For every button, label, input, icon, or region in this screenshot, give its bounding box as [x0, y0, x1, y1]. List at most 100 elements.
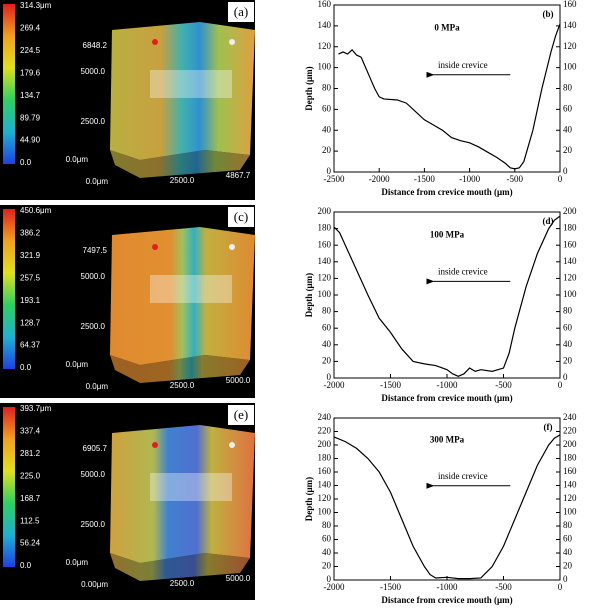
y-tick-label: 160 — [318, 466, 332, 476]
x-tick-label: 0 — [558, 582, 563, 592]
panel-label: (e) — [234, 407, 248, 422]
annotation: inside crevice — [438, 471, 488, 481]
colorbar-label: 56.24 — [20, 539, 41, 548]
annotation: inside crevice — [438, 60, 488, 70]
colorbar-label: 257.5 — [20, 273, 41, 282]
colorbar-label: 0.0 — [20, 363, 32, 372]
x-tick-label: -2000 — [369, 174, 390, 184]
surface-front — [110, 355, 250, 383]
y2-tick-label: 40 — [563, 547, 573, 557]
axis-label: 0.0μm — [86, 177, 109, 186]
y2-tick-label: 60 — [563, 103, 573, 113]
y2-tick-label: 160 — [563, 466, 577, 476]
surface-front — [110, 150, 250, 178]
panel-label: (d) — [543, 216, 554, 226]
axis-label: 0.0μm — [86, 382, 109, 391]
y-axis-label: Depth (μm) — [304, 477, 314, 521]
y2-tick-label: 20 — [563, 561, 573, 571]
x-tick-label: -2000 — [324, 582, 345, 592]
x-tick-label: -1500 — [414, 174, 435, 184]
colorbar-label: 225.0 — [20, 471, 41, 480]
colorbar-label: 128.7 — [20, 318, 41, 327]
y2-tick-label: 140 — [563, 480, 577, 490]
colorbar-label: 393.7μm — [20, 404, 52, 413]
y2-tick-label: 0 — [563, 574, 568, 584]
axis-label: 2500.0 — [81, 520, 106, 529]
x-axis-label: Distance from crevice mouth (μm) — [381, 393, 512, 403]
label-box — [228, 405, 254, 425]
x-axis-label: Distance from crevice mouth (μm) — [381, 595, 512, 605]
y-tick-label: 200 — [318, 439, 332, 449]
axis-label: 0.0μm — [66, 155, 89, 164]
surface — [110, 227, 255, 365]
x-tick-label: -500 — [495, 380, 512, 390]
y2-tick-label: 200 — [563, 206, 577, 216]
colorbar-label: 386.2 — [20, 229, 41, 238]
y-tick-label: 80 — [322, 520, 332, 530]
y2-tick-label: 200 — [563, 439, 577, 449]
colorbar-label: 269.4 — [20, 24, 41, 33]
axis-label: 0.0μm — [66, 360, 89, 369]
chart-title: 300 MPa — [430, 435, 465, 445]
chart: 0 20 40 60 80 100 120 140 160 180 200 0 20 40 60 80 100 1… — [304, 206, 577, 403]
axis-label: 5000.0 — [81, 272, 106, 281]
y2-tick-label: 80 — [563, 306, 573, 316]
axis-label: 2500.0 — [81, 322, 106, 331]
axis-label: 2500.0 — [170, 176, 195, 185]
chart: 0 20 40 60 80 100 120 140 160 0 20 40 60 80 100 120 140 1… — [304, 0, 577, 197]
y2-tick-label: 240 — [563, 412, 577, 422]
x-tick-label: 0 — [558, 380, 563, 390]
y-tick-label: 140 — [318, 480, 332, 490]
label-box — [228, 2, 254, 22]
panel-label: (f) — [544, 422, 553, 432]
colorbar-label: 314.3μm — [20, 1, 52, 10]
y2-tick-label: 160 — [563, 239, 577, 249]
colorbar-label: 0.0 — [20, 158, 32, 167]
x-tick-label: -2000 — [324, 380, 345, 390]
image-panel: 393.7μm 337.4 281.2 225.0 168.7 112.5 56.24 0.0… — [0, 403, 255, 600]
y-tick-label: 20 — [322, 355, 332, 365]
axis-label: 5000.0 — [226, 376, 251, 385]
section-plane — [150, 70, 232, 98]
y-tick-label: 0 — [327, 372, 332, 382]
x-tick-label: -1500 — [380, 380, 401, 390]
depth-line — [338, 23, 561, 170]
surface-front — [110, 553, 250, 581]
y2-tick-label: 100 — [563, 62, 577, 72]
y2-tick-label: 180 — [563, 223, 577, 233]
x-tick-label: -500 — [507, 174, 524, 184]
y-tick-label: 100 — [318, 507, 332, 517]
chart-title: 0 MPa — [434, 22, 460, 32]
x-tick-label: -500 — [495, 582, 512, 592]
y-tick-label: 40 — [322, 124, 332, 134]
y-tick-label: 40 — [322, 547, 332, 557]
marker-dot — [229, 244, 235, 250]
x-tick-label: 0 — [558, 174, 563, 184]
y2-tick-label: 160 — [563, 0, 577, 9]
colorbar-label: 64.37 — [20, 341, 41, 350]
x-tick-label: -1000 — [459, 174, 480, 184]
marker-dot — [152, 244, 158, 250]
y-tick-label: 40 — [322, 339, 332, 349]
y-tick-label: 100 — [318, 289, 332, 299]
panel-label: (a) — [234, 4, 248, 19]
colorbar-label: 168.7 — [20, 494, 41, 503]
y-tick-label: 140 — [318, 256, 332, 266]
y-tick-label: 60 — [322, 322, 332, 332]
annotation: inside crevice — [438, 266, 488, 276]
y2-tick-label: 0 — [563, 372, 568, 382]
y-tick-label: 20 — [322, 561, 332, 571]
y-tick-label: 220 — [318, 426, 332, 436]
y-tick-label: 100 — [318, 62, 332, 72]
colorbar-label: 89.79 — [20, 113, 41, 122]
axis-label: 5000.0 — [81, 67, 106, 76]
image-panel: 314.3μm 269.4 224.5 179.6 134.7 89.79 44.90 0.0… — [0, 0, 255, 200]
y2-tick-label: 40 — [563, 339, 573, 349]
colorbar-label: 450.6μm — [20, 206, 52, 215]
x-tick-label: -1000 — [437, 582, 458, 592]
y2-tick-label: 20 — [563, 355, 573, 365]
colorbar-label: 281.2 — [20, 449, 41, 458]
colorbar-label: 112.5 — [20, 516, 40, 525]
y2-tick-label: 120 — [563, 493, 577, 503]
